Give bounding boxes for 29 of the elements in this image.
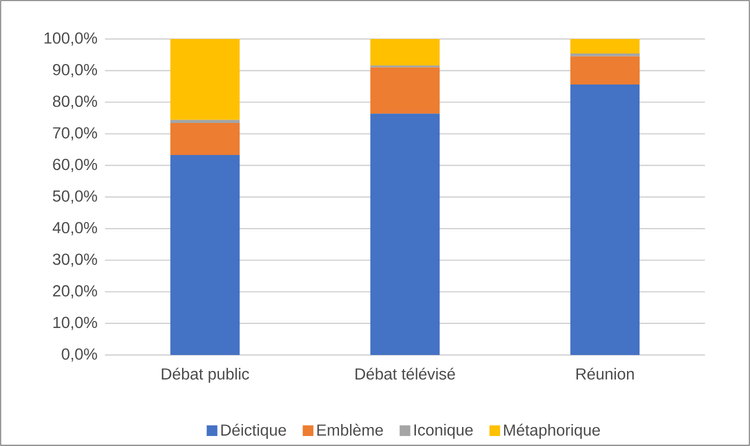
bar xyxy=(570,84,640,355)
bar xyxy=(570,39,640,54)
y-tick-label: 50,0% xyxy=(52,190,98,204)
y-tick-label: 0,0% xyxy=(62,348,98,362)
legend-label: Iconique xyxy=(414,424,473,439)
bar xyxy=(170,39,240,120)
y-tick-label: 80,0% xyxy=(52,96,98,109)
legend-label: Déictique xyxy=(221,424,286,439)
bar xyxy=(570,54,640,56)
bar xyxy=(370,114,440,355)
y-tick-label: 70,0% xyxy=(53,127,98,140)
y-tick-label: 30,0% xyxy=(52,254,98,267)
bar xyxy=(370,67,440,114)
y-tick-label: 60,0% xyxy=(53,158,98,172)
y-tick-label: 20,0% xyxy=(53,285,98,298)
y-tick-label: 40,0% xyxy=(52,222,98,236)
bar xyxy=(170,120,240,124)
bar xyxy=(370,39,440,66)
y-tick-label: 90,0% xyxy=(53,64,98,78)
legend-label: Métaphorique xyxy=(504,424,600,439)
bar xyxy=(170,154,240,355)
legend-label: Emblème xyxy=(317,424,383,436)
x-tick-label: Débat télévisé xyxy=(356,368,455,380)
x-tick-label: Réunion xyxy=(576,368,634,380)
x-tick-label: Débat public xyxy=(162,368,250,383)
bar xyxy=(170,123,240,155)
y-tick-label: 10,0% xyxy=(53,316,98,330)
bar xyxy=(570,56,640,84)
y-tick-label: 100,0% xyxy=(44,32,98,46)
